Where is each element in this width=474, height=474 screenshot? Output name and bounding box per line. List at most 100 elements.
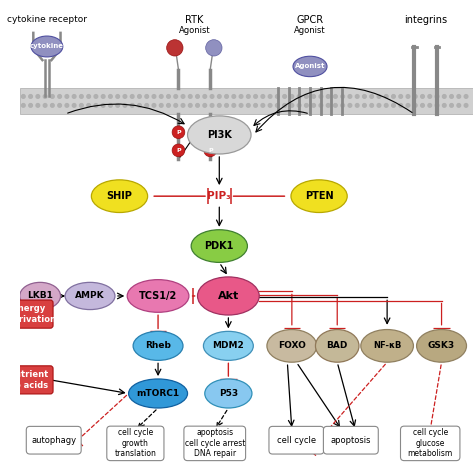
Circle shape [319,104,323,107]
Circle shape [435,95,439,98]
Circle shape [206,40,222,56]
Circle shape [377,95,381,98]
Text: TCS1/2: TCS1/2 [139,291,177,301]
Circle shape [218,104,221,107]
Circle shape [116,104,119,107]
Circle shape [65,104,69,107]
FancyBboxPatch shape [5,366,53,394]
Circle shape [334,95,337,98]
Circle shape [319,95,323,98]
Circle shape [246,104,250,107]
Circle shape [21,95,25,98]
Text: cytokine receptor: cytokine receptor [7,15,87,24]
Circle shape [80,95,83,98]
Circle shape [341,95,345,98]
Circle shape [254,95,257,98]
Circle shape [189,95,192,98]
Text: PDK1: PDK1 [205,241,234,251]
Text: integrins: integrins [404,15,447,25]
Circle shape [152,95,156,98]
Circle shape [450,95,453,98]
Text: apoptosis: apoptosis [330,436,371,445]
Circle shape [189,104,192,107]
Circle shape [196,95,200,98]
Ellipse shape [291,180,347,212]
Text: GPCR: GPCR [296,15,324,25]
Circle shape [101,104,105,107]
Circle shape [21,104,25,107]
Circle shape [123,95,127,98]
Circle shape [36,104,40,107]
FancyBboxPatch shape [323,427,378,454]
Circle shape [172,126,185,138]
Circle shape [137,104,141,107]
Circle shape [275,104,279,107]
Circle shape [348,95,352,98]
Circle shape [174,95,178,98]
Circle shape [239,104,243,107]
Circle shape [297,104,301,107]
FancyBboxPatch shape [269,427,324,454]
Circle shape [109,104,112,107]
Circle shape [94,104,98,107]
Circle shape [428,104,431,107]
Circle shape [457,104,461,107]
Circle shape [334,104,337,107]
Circle shape [167,104,170,107]
FancyBboxPatch shape [5,300,53,328]
Text: P: P [176,148,181,153]
Circle shape [167,95,170,98]
Circle shape [51,104,54,107]
Ellipse shape [361,329,413,362]
Circle shape [80,104,83,107]
Circle shape [116,95,119,98]
Circle shape [73,104,76,107]
Circle shape [232,104,236,107]
Text: GSK3: GSK3 [428,341,455,350]
Circle shape [290,95,294,98]
Text: Agonist: Agonist [294,26,326,35]
Circle shape [181,95,185,98]
Ellipse shape [31,36,63,57]
Circle shape [130,95,134,98]
Circle shape [399,95,402,98]
Circle shape [123,104,127,107]
Text: Agonist: Agonist [179,26,210,35]
Circle shape [384,104,388,107]
Circle shape [406,104,410,107]
Circle shape [435,104,439,107]
Text: P: P [208,148,212,153]
Circle shape [210,104,214,107]
FancyBboxPatch shape [401,426,460,461]
Ellipse shape [293,56,327,77]
Circle shape [406,95,410,98]
Circle shape [254,104,257,107]
Circle shape [428,95,431,98]
Circle shape [356,95,359,98]
Circle shape [363,104,366,107]
Circle shape [152,104,156,107]
Text: SHIP: SHIP [107,191,132,201]
Circle shape [326,104,330,107]
Circle shape [87,104,91,107]
Text: FOXO: FOXO [278,341,306,350]
Circle shape [145,95,148,98]
Text: AMPK: AMPK [75,292,105,301]
Circle shape [58,104,62,107]
Circle shape [196,104,200,107]
Ellipse shape [267,329,317,362]
Circle shape [268,104,272,107]
Circle shape [181,104,185,107]
Circle shape [239,95,243,98]
Text: P: P [208,130,212,135]
Ellipse shape [128,379,188,408]
Text: PI3K: PI3K [207,130,232,140]
Circle shape [137,95,141,98]
Circle shape [370,104,374,107]
Text: cell cycle: cell cycle [277,436,316,445]
Text: Rheb: Rheb [145,341,171,350]
Text: cell cycle
growth
translation: cell cycle growth translation [114,428,156,458]
Text: PIP₃: PIP₃ [208,191,231,201]
Ellipse shape [20,283,61,310]
Circle shape [283,104,286,107]
